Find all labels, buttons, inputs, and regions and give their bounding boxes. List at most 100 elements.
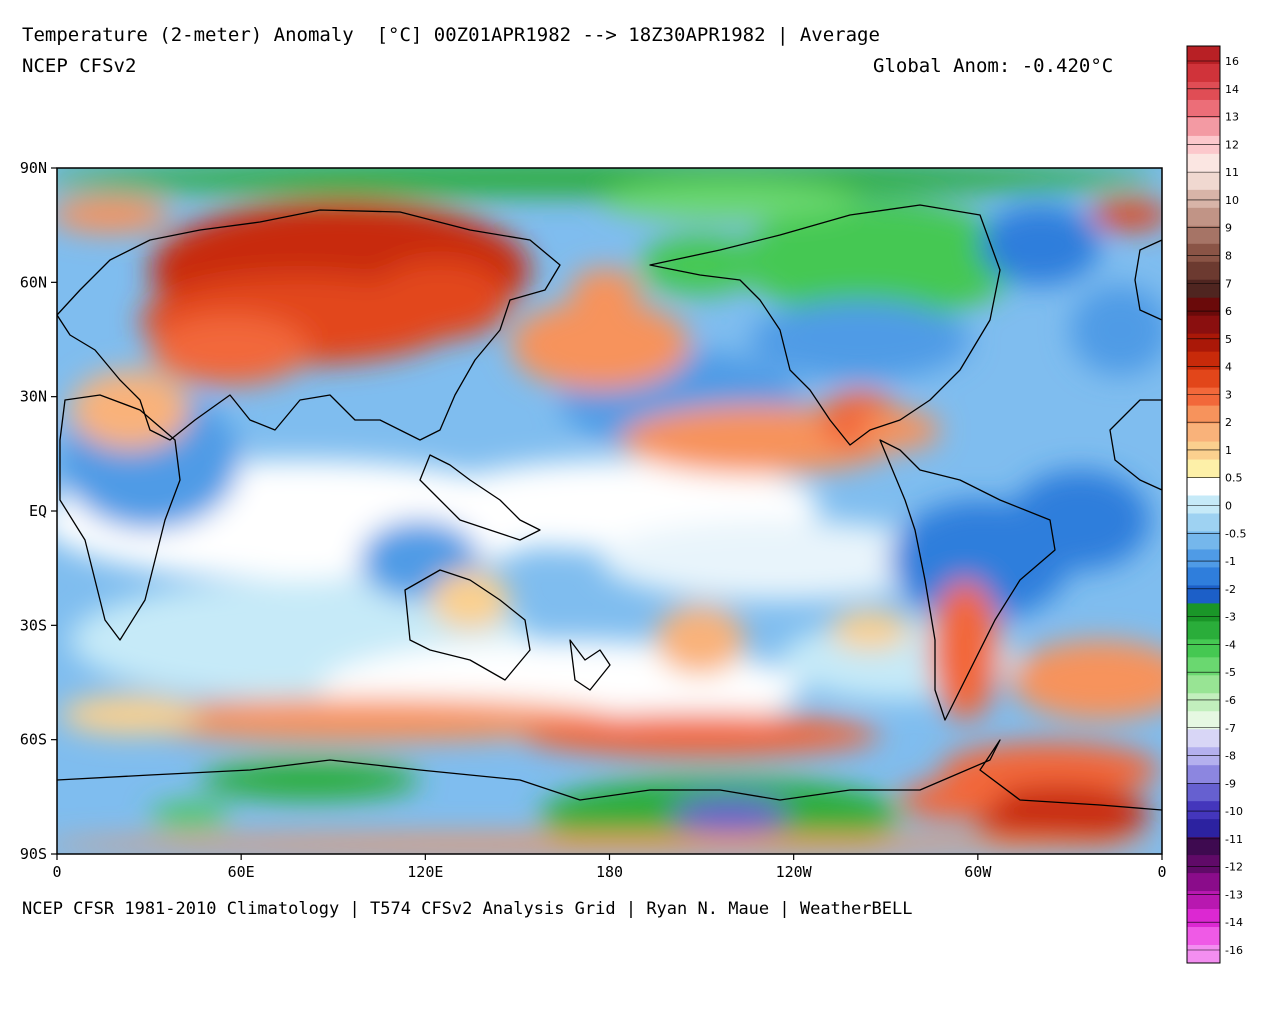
colorbar-label: -16 [1225,944,1243,957]
lon-label: 60E [228,863,255,881]
colorbar-swatch [1187,675,1220,694]
colorbar-swatch [1187,135,1220,155]
colorbar-label: 9 [1225,222,1232,235]
colorbar-label: -3 [1225,611,1236,624]
longitude-axis: 0 60E 120E 180 120W 60W 0 [52,854,1167,881]
colorbar-swatch [1187,171,1220,191]
colorbar-label: 16 [1225,55,1239,68]
colorbar-swatch [1187,279,1220,299]
lat-label: 60S [20,731,47,749]
colorbar-label: 6 [1225,305,1232,318]
colorbar-swatch [1187,369,1220,389]
colorbar-swatch [1187,711,1220,730]
colorbar-swatch [1187,261,1220,281]
colorbar-label: -5 [1225,666,1236,679]
colorbar-label: -13 [1225,888,1243,901]
colorbar-swatch [1187,63,1220,83]
colorbar-label: 14 [1225,83,1239,96]
colorbar-swatch [1187,639,1220,658]
colorbar-label: -14 [1225,916,1243,929]
colorbar-label: -8 [1225,750,1236,763]
colorbar-swatch [1187,819,1220,838]
colorbar-swatch [1187,801,1220,820]
colorbar-label: 0 [1225,500,1232,513]
colorbar-swatch [1187,747,1220,766]
lat-label: 60N [20,273,47,291]
colorbar-swatch [1187,873,1220,892]
coastlines [57,204,1162,811]
global-anomaly-value: Global Anom: -0.420°C [873,55,1114,77]
colorbar-swatch [1187,99,1220,119]
colorbar-swatch [1187,315,1220,335]
colorbar-label: 1 [1225,444,1232,457]
colorbar-label: -9 [1225,777,1236,790]
colorbar-swatch [1187,585,1220,604]
model-name: NCEP CFSv2 [22,55,137,77]
colorbar-swatch [1187,405,1220,424]
colorbar-swatch [1187,603,1220,622]
colorbar-label: 4 [1225,361,1232,374]
colorbar-swatch [1187,423,1220,442]
colorbar-label: -6 [1225,694,1236,707]
colorbar-label: -10 [1225,805,1243,818]
colorbar-label: 2 [1225,416,1232,429]
colorbar-swatch [1187,621,1220,640]
colorbar-label: -2 [1225,583,1236,596]
colorbar-swatch [1187,837,1220,856]
colorbar-swatch [1187,855,1220,874]
colorbar-label: 5 [1225,333,1232,346]
colorbar-swatch [1187,783,1220,802]
colorbar-swatch [1187,567,1220,586]
colorbar-swatch [1187,117,1220,137]
colorbar-label: -1 [1225,555,1236,568]
colorbar-swatch [1187,657,1220,676]
colorbar-frame [1186,45,1221,964]
colorbar-label: 0.5 [1225,472,1243,485]
colorbar-swatch [1187,243,1220,263]
colorbar-swatch [1187,297,1220,317]
lat-label: 30N [20,388,47,406]
colorbar-label: -11 [1225,833,1243,846]
anomaly-field [57,168,1162,854]
colorbar-swatch [1187,513,1220,532]
lat-label: 30S [20,616,47,634]
lon-label: 0 [1157,863,1166,881]
colorbar-swatch [1187,459,1220,478]
colorbar: 16 14 13 12 11 10 9 8 7 6 5 4 3 2 1 0.5 0 -0.5 -1 -2 -3 -4 -5 -… [1186,45,1246,964]
colorbar-label: 8 [1225,249,1232,262]
colorbar-label: -7 [1225,722,1236,735]
footer-credit: NCEP CFSR 1981-2010 Climatology | T574 C… [22,899,913,919]
lon-label: 180 [596,863,623,881]
colorbar-label: 3 [1225,388,1232,401]
colorbar-label: -0.5 [1225,527,1246,540]
lon-label: 60W [964,863,992,881]
lat-label: 90S [20,845,47,863]
colorbar-swatch [1187,81,1220,101]
colorbar-swatch [1187,909,1220,928]
colorbar-swatch [1187,945,1220,964]
colorbar-swatch [1187,891,1220,910]
colorbar-swatch [1187,531,1220,550]
colorbar-swatch [1187,477,1220,496]
map-panel [57,168,1162,854]
lon-label: 120W [776,863,813,881]
colorbar-swatch [1187,729,1220,748]
lat-label: EQ [29,502,47,520]
colorbar-label: 13 [1225,111,1239,124]
colorbar-label: 7 [1225,277,1232,290]
colorbar-swatch [1187,441,1220,460]
colorbar-swatch [1187,549,1220,568]
colorbar-swatch [1187,46,1220,65]
colorbar-swatch [1187,351,1220,371]
latitude-axis: 90N 60N 30N EQ 30S 60S 90S [20,159,57,863]
colorbar-label: -12 [1225,861,1243,874]
lon-label: 120E [407,863,443,881]
lat-label: 90N [20,159,47,177]
lon-label: 0 [52,863,61,881]
colorbar-label: -4 [1225,638,1236,651]
colorbar-swatch [1187,495,1220,514]
colorbar-swatch [1187,693,1220,712]
colorbar-swatch [1187,387,1220,407]
colorbar-swatch [1187,927,1220,946]
colorbar-label: 11 [1225,166,1239,179]
